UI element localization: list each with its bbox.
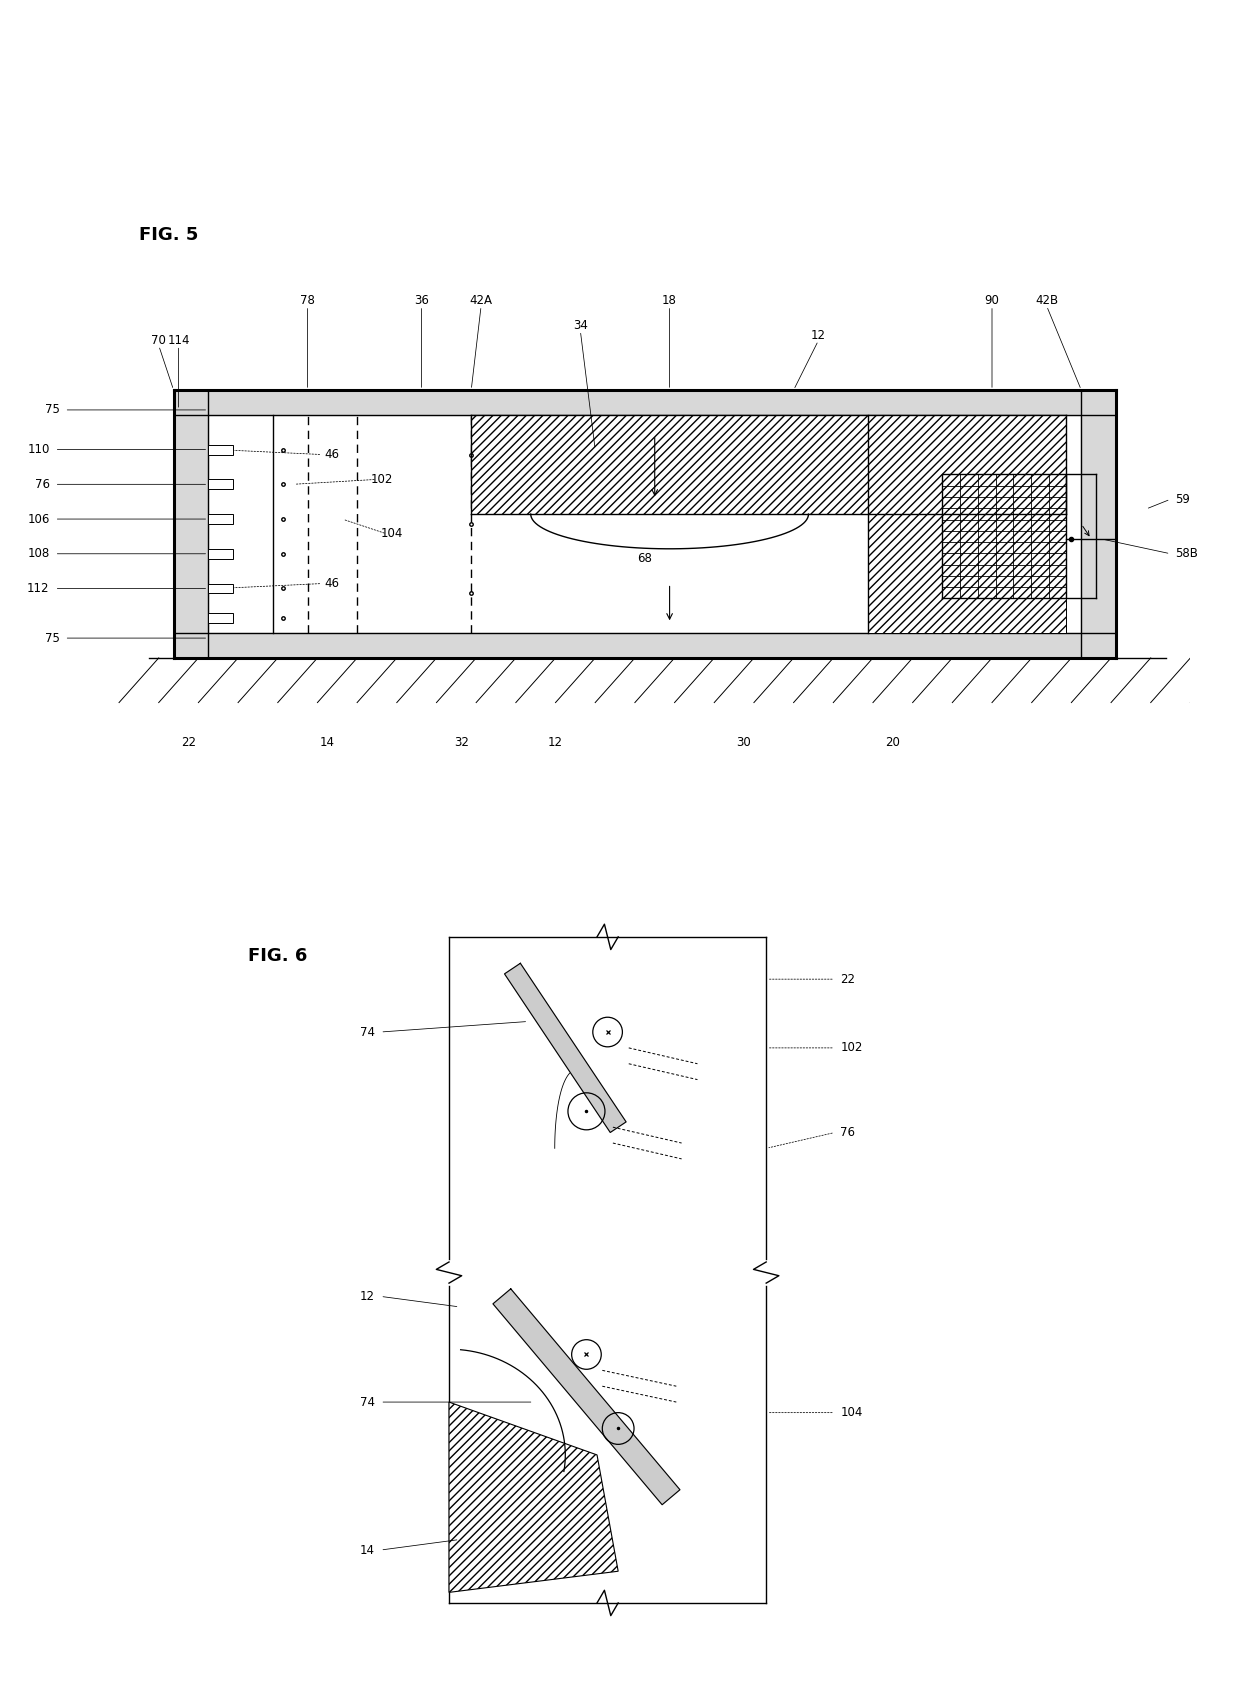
Polygon shape xyxy=(494,1288,680,1505)
Text: 106: 106 xyxy=(27,513,50,525)
Bar xyxy=(208,515,233,525)
Text: 22: 22 xyxy=(841,972,856,986)
Text: 76: 76 xyxy=(841,1125,856,1139)
Bar xyxy=(868,415,1066,632)
Text: 74: 74 xyxy=(360,1026,374,1038)
Text: 12: 12 xyxy=(548,735,563,748)
Bar xyxy=(208,479,233,489)
Text: 30: 30 xyxy=(737,735,751,748)
Text: 114: 114 xyxy=(167,335,190,346)
Text: 12: 12 xyxy=(360,1290,374,1304)
Text: 70: 70 xyxy=(151,335,166,346)
Text: 22: 22 xyxy=(181,735,196,748)
Bar xyxy=(208,444,233,454)
Text: 78: 78 xyxy=(300,294,315,308)
Text: 42B: 42B xyxy=(1035,294,1058,308)
Bar xyxy=(471,415,1066,515)
Text: 108: 108 xyxy=(27,547,50,560)
Bar xyxy=(208,548,233,558)
Text: 68: 68 xyxy=(637,552,652,565)
Bar xyxy=(208,614,233,624)
Text: 102: 102 xyxy=(371,473,393,486)
Text: 32: 32 xyxy=(454,735,469,748)
Text: 36: 36 xyxy=(414,294,429,308)
Text: 18: 18 xyxy=(662,294,677,308)
Text: 74: 74 xyxy=(360,1396,374,1408)
Text: 46: 46 xyxy=(325,447,340,461)
Text: 90: 90 xyxy=(985,294,999,308)
Text: 76: 76 xyxy=(35,478,50,491)
Text: 12: 12 xyxy=(811,330,826,341)
Text: 104: 104 xyxy=(841,1406,863,1420)
Text: 75: 75 xyxy=(45,631,60,644)
Text: 46: 46 xyxy=(325,577,340,590)
Text: 34: 34 xyxy=(573,320,588,331)
Text: FIG. 5: FIG. 5 xyxy=(139,227,198,244)
Polygon shape xyxy=(449,1403,619,1593)
Text: 58B: 58B xyxy=(1176,547,1198,560)
Polygon shape xyxy=(505,964,626,1132)
Text: 42A: 42A xyxy=(470,294,492,308)
Text: 14: 14 xyxy=(320,735,335,748)
Text: 20: 20 xyxy=(885,735,900,748)
Bar xyxy=(208,584,233,594)
Text: 104: 104 xyxy=(381,528,403,540)
Text: 112: 112 xyxy=(27,582,50,595)
Text: 110: 110 xyxy=(27,442,50,456)
Text: FIG. 6: FIG. 6 xyxy=(248,947,308,965)
Text: 14: 14 xyxy=(360,1544,374,1556)
Text: 59: 59 xyxy=(1176,493,1190,506)
Text: 75: 75 xyxy=(45,404,60,417)
Text: 102: 102 xyxy=(841,1041,863,1055)
